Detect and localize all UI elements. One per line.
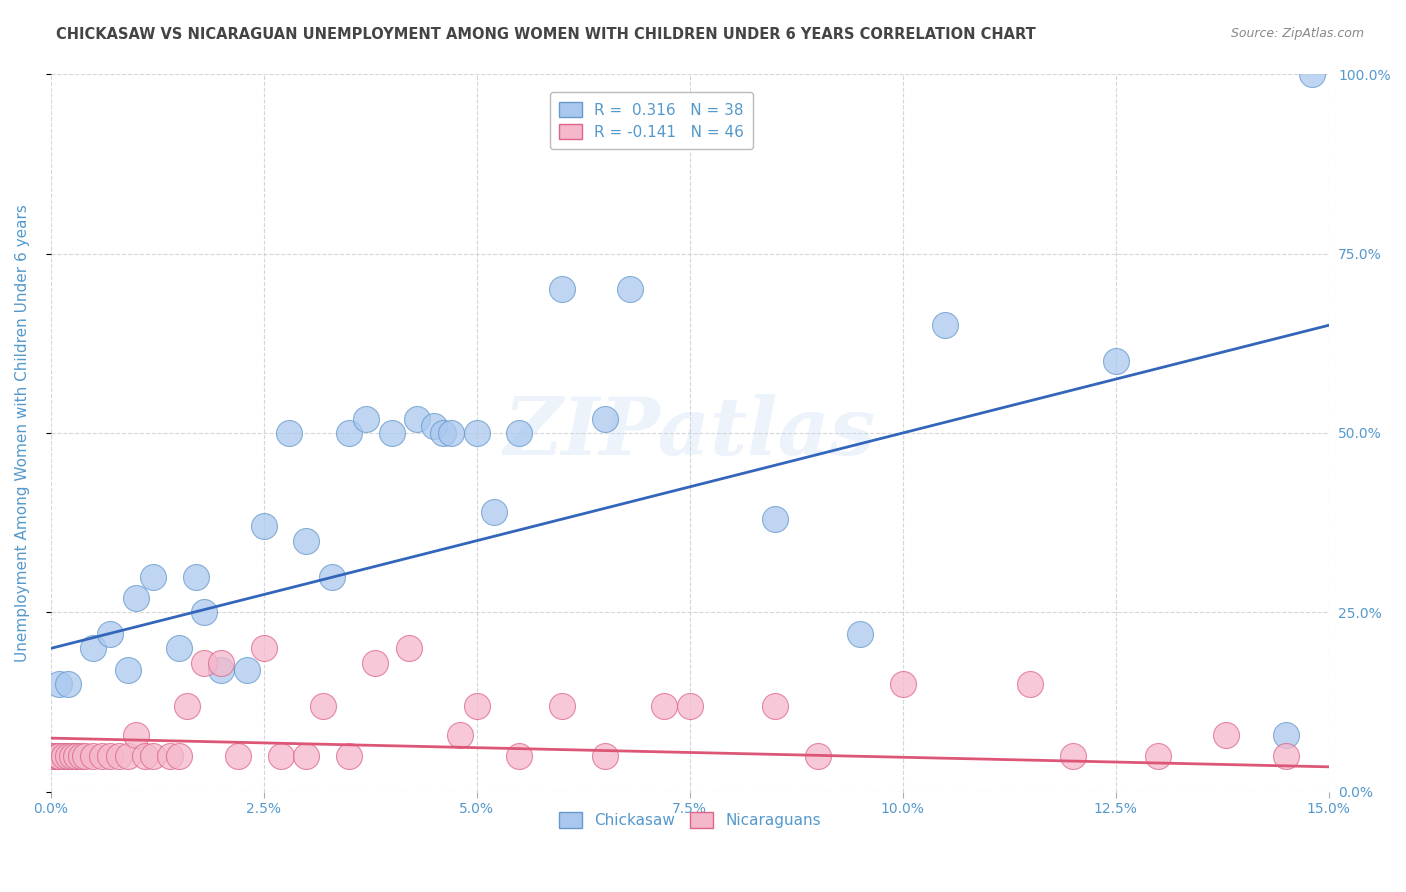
Point <box>619 282 641 296</box>
Point <box>209 663 232 677</box>
Point <box>551 282 574 296</box>
Point <box>295 749 318 764</box>
Point <box>1105 354 1128 368</box>
Point <box>117 663 139 677</box>
Point <box>465 425 488 440</box>
Point <box>652 698 675 713</box>
Text: ZIPatlas: ZIPatlas <box>503 394 876 472</box>
Point <box>593 411 616 425</box>
Point <box>125 727 148 741</box>
Point <box>337 425 360 440</box>
Text: Source: ZipAtlas.com: Source: ZipAtlas.com <box>1230 27 1364 40</box>
Point <box>1275 727 1298 741</box>
Point <box>1147 749 1170 764</box>
Point <box>44 749 66 764</box>
Point <box>108 749 131 764</box>
Point <box>423 418 446 433</box>
Point <box>82 641 104 656</box>
Point <box>354 411 377 425</box>
Point <box>763 698 786 713</box>
Point <box>551 698 574 713</box>
Point <box>337 749 360 764</box>
Text: CHICKASAW VS NICARAGUAN UNEMPLOYMENT AMONG WOMEN WITH CHILDREN UNDER 6 YEARS COR: CHICKASAW VS NICARAGUAN UNEMPLOYMENT AMO… <box>56 27 1036 42</box>
Point <box>398 641 420 656</box>
Point <box>593 749 616 764</box>
Point <box>1215 727 1237 741</box>
Point <box>193 606 215 620</box>
Point <box>1019 677 1042 691</box>
Point <box>806 749 828 764</box>
Point <box>321 569 343 583</box>
Point <box>253 641 276 656</box>
Point <box>60 749 83 764</box>
Point <box>270 749 292 764</box>
Point <box>69 749 91 764</box>
Point <box>278 425 301 440</box>
Point <box>134 749 156 764</box>
Point <box>679 698 702 713</box>
Point <box>176 698 198 713</box>
Point <box>117 749 139 764</box>
Point <box>56 677 79 691</box>
Point <box>184 569 207 583</box>
Point <box>1301 67 1323 81</box>
Point <box>56 749 79 764</box>
Point <box>82 749 104 764</box>
Point <box>508 749 530 764</box>
Point <box>312 698 335 713</box>
Point <box>1275 749 1298 764</box>
Legend: Chickasaw, Nicaraguans: Chickasaw, Nicaraguans <box>553 806 827 835</box>
Point <box>381 425 404 440</box>
Point <box>253 519 276 533</box>
Y-axis label: Unemployment Among Women with Children Under 6 years: Unemployment Among Women with Children U… <box>15 204 30 662</box>
Point <box>763 512 786 526</box>
Point <box>48 749 70 764</box>
Point <box>236 663 259 677</box>
Point <box>100 627 122 641</box>
Point <box>1062 749 1084 764</box>
Point <box>48 677 70 691</box>
Point <box>52 749 75 764</box>
Point <box>482 505 505 519</box>
Point <box>46 749 69 764</box>
Point <box>41 749 63 764</box>
Point <box>406 411 429 425</box>
Point <box>849 627 872 641</box>
Point <box>295 533 318 548</box>
Point <box>440 425 463 440</box>
Point <box>159 749 181 764</box>
Point <box>363 656 385 670</box>
Point <box>167 749 190 764</box>
Point <box>73 749 96 764</box>
Point <box>432 425 454 440</box>
Point <box>226 749 249 764</box>
Point <box>125 591 148 606</box>
Point <box>142 749 165 764</box>
Point <box>65 749 87 764</box>
Point <box>52 749 75 764</box>
Point <box>891 677 914 691</box>
Point <box>142 569 165 583</box>
Point <box>193 656 215 670</box>
Point <box>449 727 471 741</box>
Point <box>209 656 232 670</box>
Point <box>91 749 114 764</box>
Point <box>934 318 956 333</box>
Point <box>508 425 530 440</box>
Point <box>44 749 66 764</box>
Point <box>100 749 122 764</box>
Point <box>65 749 87 764</box>
Point <box>465 698 488 713</box>
Point <box>167 641 190 656</box>
